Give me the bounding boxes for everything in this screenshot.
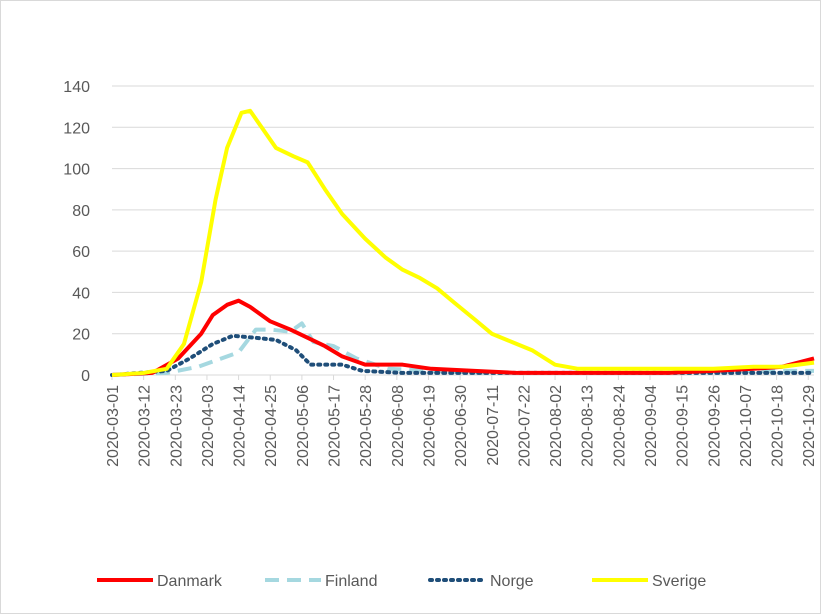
- x-tick-label: 2020-04-14: [232, 385, 249, 467]
- line-series: [111, 108, 815, 377]
- x-tick-label: 2020-08-13: [580, 385, 597, 467]
- x-tick-label: 2020-10-18: [770, 385, 787, 467]
- y-tick-label: 20: [72, 327, 90, 344]
- x-tick-label: 2020-06-08: [390, 385, 407, 467]
- x-tick-label: 2020-09-26: [706, 385, 723, 467]
- legend-label: Norge: [490, 573, 534, 590]
- y-tick-label: 0: [81, 368, 90, 385]
- legend-label: Finland: [325, 573, 377, 590]
- x-tick-label: 2020-05-17: [327, 385, 344, 467]
- x-tick-label: 2020-09-15: [675, 385, 692, 467]
- legend-label: Danmark: [157, 573, 223, 590]
- y-tick-label: 40: [72, 285, 90, 302]
- x-tick-label: 2020-03-23: [168, 385, 185, 467]
- x-tick-label: 2020-10-07: [738, 385, 755, 467]
- x-tick-label: 2020-07-22: [516, 385, 533, 467]
- y-tick-label: 120: [63, 120, 90, 137]
- x-tick-label: 2020-09-04: [643, 385, 660, 467]
- x-tick-label: 2020-08-02: [548, 385, 565, 467]
- y-tick-label: 100: [63, 162, 90, 179]
- x-tick-label: 2020-04-25: [263, 385, 280, 467]
- x-tick-label: 2020-04-03: [200, 385, 217, 467]
- x-tick-label: 2020-03-12: [137, 385, 154, 467]
- legend-label: Sverige: [652, 573, 706, 590]
- line-series: [111, 298, 815, 377]
- x-tick-label: 2020-07-11: [485, 385, 502, 466]
- x-tick-label: 2020-08-24: [611, 385, 628, 467]
- x-tick-label: 2020-03-01: [105, 385, 122, 467]
- y-tick-label: 140: [63, 79, 90, 96]
- x-tick-label: 2020-06-19: [421, 385, 438, 467]
- x-tick-label: 2020-10-29: [801, 385, 818, 467]
- y-tick-label: 60: [72, 244, 90, 261]
- x-tick-label: 2020-05-06: [295, 385, 312, 467]
- y-tick-label: 80: [72, 203, 90, 220]
- x-tick-label: 2020-05-28: [358, 385, 375, 467]
- x-tick-label: 2020-06-30: [453, 385, 470, 467]
